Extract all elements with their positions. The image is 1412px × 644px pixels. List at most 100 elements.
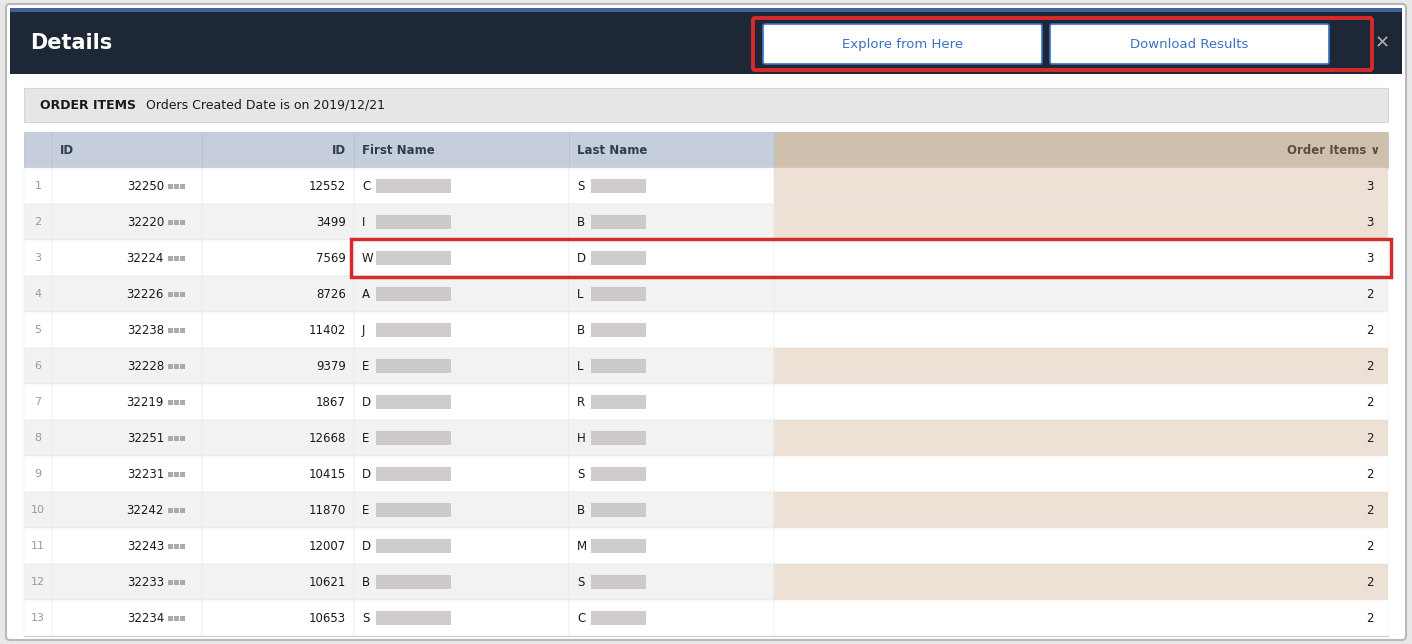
Bar — [376, 395, 450, 409]
Bar — [592, 323, 647, 337]
Bar — [52, 564, 202, 600]
Text: 2: 2 — [1367, 287, 1374, 301]
Bar — [52, 384, 202, 420]
Bar — [174, 616, 179, 621]
Bar — [774, 276, 1388, 312]
Bar — [52, 240, 202, 276]
Bar — [376, 287, 450, 301]
Text: R: R — [578, 395, 585, 408]
Text: H: H — [578, 431, 586, 444]
Bar — [179, 220, 185, 225]
Bar — [24, 600, 52, 636]
Bar — [174, 184, 179, 189]
Text: 32220: 32220 — [127, 216, 164, 229]
Bar — [592, 611, 647, 625]
Text: 2: 2 — [1367, 431, 1374, 444]
Bar — [569, 600, 774, 636]
Text: ID: ID — [332, 144, 346, 156]
Bar — [168, 471, 174, 477]
Text: 12668: 12668 — [309, 431, 346, 444]
Bar — [202, 204, 354, 240]
Bar — [376, 215, 450, 229]
Text: 7: 7 — [34, 397, 41, 407]
Text: ORDER ITEMS: ORDER ITEMS — [40, 99, 136, 111]
Bar — [179, 363, 185, 368]
Bar — [202, 600, 354, 636]
Bar — [179, 292, 185, 296]
Bar — [174, 328, 179, 332]
Bar — [202, 276, 354, 312]
Text: 32243: 32243 — [127, 540, 164, 553]
Bar — [52, 492, 202, 528]
Bar — [52, 312, 202, 348]
Bar — [354, 168, 569, 204]
Bar — [24, 132, 52, 168]
Bar — [592, 395, 647, 409]
Bar — [179, 471, 185, 477]
Bar — [592, 215, 647, 229]
Text: 32231: 32231 — [127, 468, 164, 480]
Bar — [376, 611, 450, 625]
Bar — [376, 251, 450, 265]
Text: 3: 3 — [34, 253, 41, 263]
Text: 11: 11 — [31, 541, 45, 551]
Text: 32238: 32238 — [127, 323, 164, 337]
Text: 9: 9 — [34, 469, 41, 479]
FancyBboxPatch shape — [762, 24, 1042, 64]
Bar — [354, 312, 569, 348]
Bar — [24, 168, 52, 204]
Text: ID: ID — [59, 144, 73, 156]
Text: 10653: 10653 — [309, 612, 346, 625]
Bar — [202, 168, 354, 204]
Bar — [174, 544, 179, 549]
Bar — [24, 564, 52, 600]
Bar — [569, 564, 774, 600]
Text: 10621: 10621 — [309, 576, 346, 589]
Text: 2: 2 — [1367, 576, 1374, 589]
Bar — [592, 503, 647, 517]
Bar — [774, 312, 1388, 348]
Bar — [569, 240, 774, 276]
Bar — [52, 132, 202, 168]
Text: 10: 10 — [31, 505, 45, 515]
Bar — [24, 420, 52, 456]
Bar — [592, 359, 647, 373]
Bar — [376, 431, 450, 445]
Text: 32224: 32224 — [127, 252, 164, 265]
Bar — [569, 528, 774, 564]
Bar — [354, 600, 569, 636]
FancyBboxPatch shape — [6, 4, 1406, 640]
Bar — [24, 204, 52, 240]
FancyBboxPatch shape — [1051, 24, 1329, 64]
Bar — [569, 132, 774, 168]
Bar — [168, 363, 174, 368]
Bar — [376, 575, 450, 589]
Text: M: M — [578, 540, 587, 553]
Text: 3499: 3499 — [316, 216, 346, 229]
Bar — [179, 435, 185, 440]
Text: 12: 12 — [31, 577, 45, 587]
Bar — [168, 544, 174, 549]
Text: 32219: 32219 — [127, 395, 164, 408]
Text: 7569: 7569 — [316, 252, 346, 265]
Bar — [168, 220, 174, 225]
Bar — [174, 399, 179, 404]
Text: 32226: 32226 — [127, 287, 164, 301]
Bar — [202, 312, 354, 348]
Text: C: C — [361, 180, 370, 193]
Bar — [354, 132, 569, 168]
Bar — [774, 456, 1388, 492]
Bar — [774, 564, 1388, 600]
Bar — [24, 348, 52, 384]
Text: Download Results: Download Results — [1131, 37, 1248, 50]
Text: B: B — [578, 504, 585, 516]
Text: 32234: 32234 — [127, 612, 164, 625]
Bar — [24, 276, 52, 312]
Bar — [354, 456, 569, 492]
Bar — [202, 528, 354, 564]
Bar — [774, 168, 1388, 204]
Bar — [52, 456, 202, 492]
Bar — [168, 292, 174, 296]
Bar — [569, 348, 774, 384]
Bar — [774, 132, 1388, 168]
